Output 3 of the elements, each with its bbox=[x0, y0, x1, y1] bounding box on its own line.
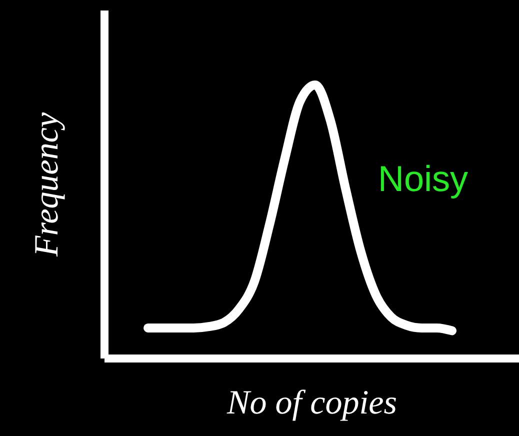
x-axis-title: No of copies bbox=[226, 384, 397, 422]
series-label: Noisy bbox=[378, 158, 468, 199]
y-axis-title: Frequency bbox=[28, 112, 66, 258]
